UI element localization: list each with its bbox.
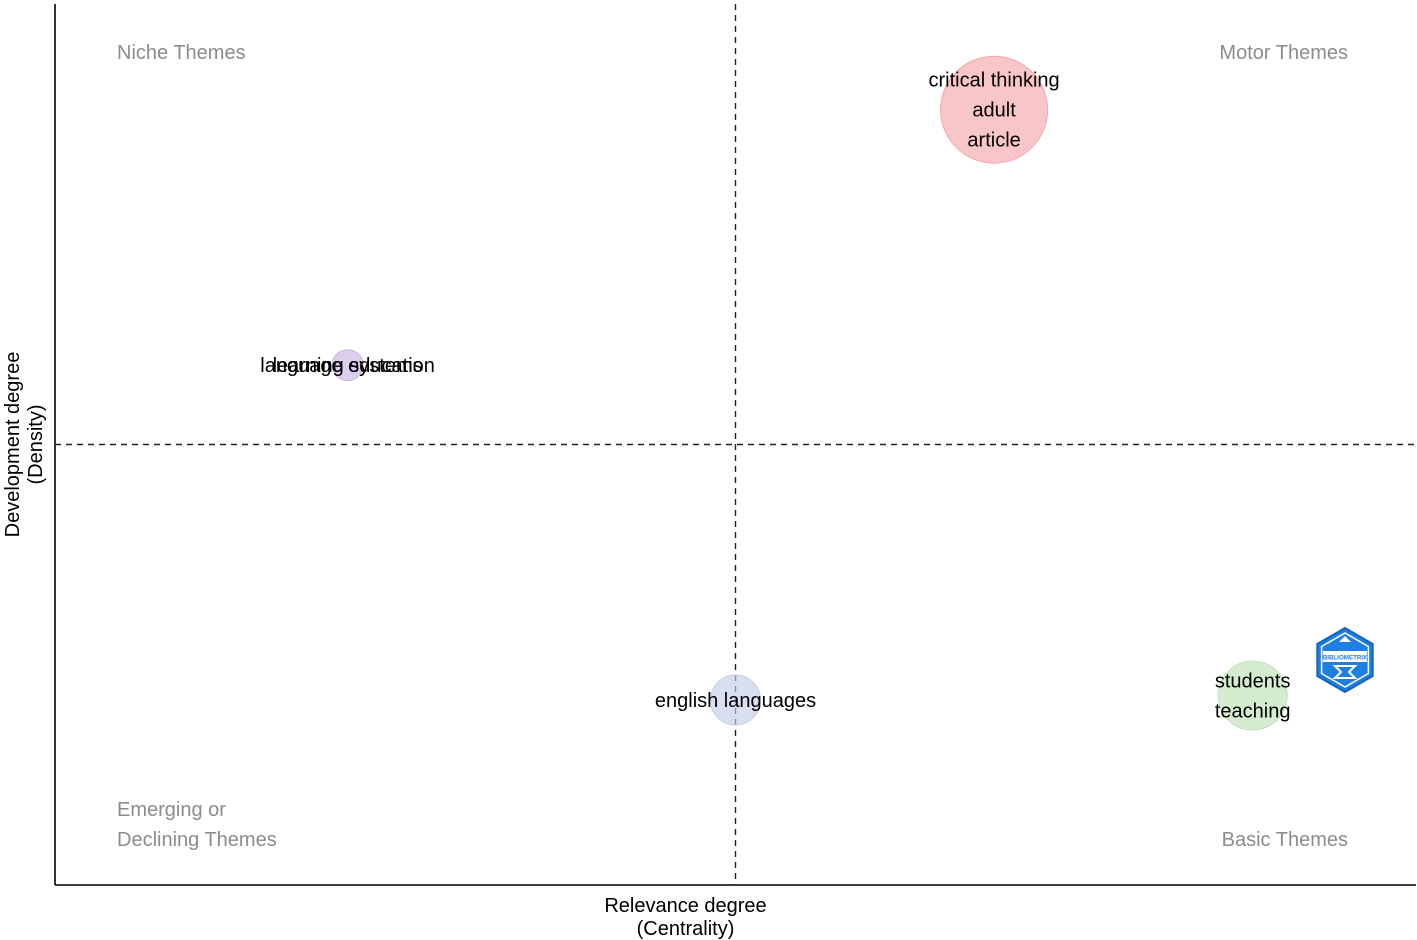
bubble-1: [331, 349, 364, 382]
quadrant-label-motor: Motor Themes: [1219, 42, 1348, 64]
bubbles: critical thinking adult article language ed…: [260, 55, 1291, 731]
bubble-3: [1217, 660, 1288, 731]
logo-inner-hexagon: [1320, 632, 1370, 688]
y-axis-title: Development degree: [2, 352, 24, 538]
bubble-label: students: [1215, 671, 1291, 693]
bubble-0: [940, 55, 1049, 164]
logo-mark: [1332, 665, 1358, 679]
axis-titles: Relevance degree(Centrality) Development …: [2, 352, 767, 940]
bubble-label: language education: [260, 355, 435, 377]
y-axis-title-group: Development degree (Density): [2, 352, 47, 538]
bubble-label: article: [967, 130, 1020, 152]
reference-lines: [55, 4, 1416, 885]
logo-text: BIBLIOMETRIX: [1323, 655, 1368, 662]
logo-peak: [1339, 636, 1351, 642]
quadrant-label-niche: Niche Themes: [117, 42, 246, 64]
bibliometrix-logo: BIBLIOMETRIX: [1316, 626, 1374, 694]
logo-banner: [1323, 651, 1367, 662]
bubble-label: teaching: [1215, 701, 1291, 723]
quadrant-label-emerging: Emerging or: [117, 799, 226, 821]
quadrant-labels: Niche Themes Motor Themes Emerging or Decli…: [117, 42, 1348, 851]
bubble-label: critical thinking: [929, 70, 1060, 92]
quadrant-label-basic: Basic Themes: [1222, 829, 1348, 851]
bubble-2: [710, 674, 761, 726]
y-axis-title: (Density): [25, 404, 47, 484]
x-axis-title: Relevance degree: [604, 895, 766, 917]
bubble-label: learning systems: [273, 355, 423, 377]
quadrant-label-emerging: Declining Themes: [117, 829, 277, 851]
x-axis-title: (Centrality): [637, 918, 735, 940]
bubble-label: adult: [972, 100, 1016, 122]
bubble-label: english languages: [655, 690, 816, 712]
